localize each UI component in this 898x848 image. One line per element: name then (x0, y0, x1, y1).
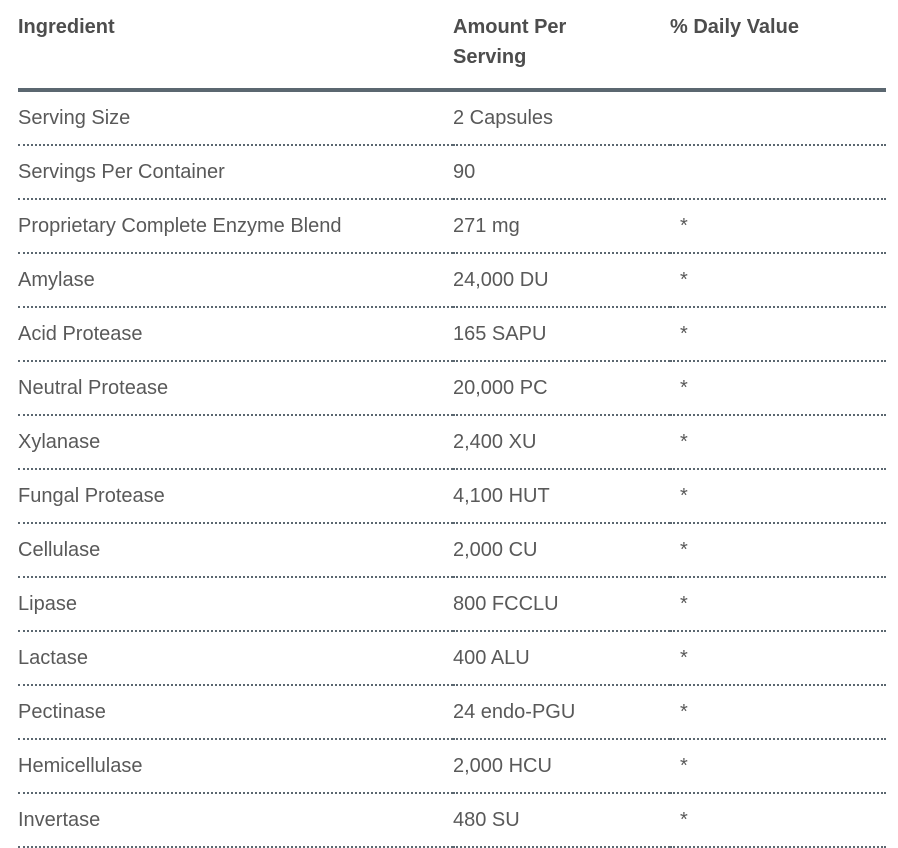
daily-value-cell: * (670, 523, 886, 578)
table-row: Xylanase 2,400 XU * (18, 415, 886, 470)
ingredient-cell: Hemicellulase (18, 739, 453, 794)
table-row: Neutral Protease 20,000 PC * (18, 361, 886, 416)
column-header-ingredient-label: Ingredient (18, 16, 115, 38)
amount-cell: 800 FCCLU (453, 577, 670, 632)
table-row: Invertase 480 SU * (18, 793, 886, 848)
amount-cell: 4,100 HUT (453, 469, 670, 524)
table-row: Servings Per Container 90 (18, 145, 886, 200)
ingredient-cell: Servings Per Container (18, 145, 453, 200)
daily-value-cell: * (670, 469, 886, 524)
ingredient-cell: Cellulase (18, 523, 453, 578)
ingredient-cell: Fungal Protease (18, 469, 453, 524)
daily-value-cell: * (670, 577, 886, 632)
table-row: Lipase 800 FCCLU * (18, 577, 886, 632)
daily-value-cell: * (670, 793, 886, 848)
column-header-daily-value-label: % Daily Value (670, 16, 799, 38)
amount-cell: 2,000 HCU (453, 739, 670, 794)
amount-cell: 24,000 DU (453, 253, 670, 308)
table-row: Hemicellulase 2,000 HCU * (18, 739, 886, 794)
column-header-ingredient: Ingredient (18, 0, 453, 92)
table-row: Amylase 24,000 DU * (18, 253, 886, 308)
ingredient-cell: Amylase (18, 253, 453, 308)
ingredient-cell: Serving Size (18, 90, 453, 146)
daily-value-cell: * (670, 631, 886, 686)
ingredient-cell: Xylanase (18, 415, 453, 470)
ingredient-cell: Lipase (18, 577, 453, 632)
amount-cell: 24 endo-PGU (453, 685, 670, 740)
table-row: Acid Protease 165 SAPU * (18, 307, 886, 362)
ingredient-cell: Pectinase (18, 685, 453, 740)
table-body: Serving Size 2 Capsules Servings Per Con… (18, 90, 886, 848)
table-row: Cellulase 2,000 CU * (18, 523, 886, 578)
supplement-facts-table: Ingredient Amount Per Serving % Daily Va… (18, 0, 886, 848)
daily-value-cell: * (670, 253, 886, 308)
amount-cell: 2,400 XU (453, 415, 670, 470)
amount-cell: 20,000 PC (453, 361, 670, 416)
column-header-amount-per-serving: Amount Per Serving (453, 0, 670, 92)
ingredient-cell: Proprietary Complete Enzyme Blend (18, 199, 453, 254)
table-row: Pectinase 24 endo-PGU * (18, 685, 886, 740)
table-header: Ingredient Amount Per Serving % Daily Va… (18, 0, 886, 92)
ingredient-cell: Neutral Protease (18, 361, 453, 416)
daily-value-cell: * (670, 199, 886, 254)
column-header-amount-per-serving-label: Amount Per Serving (453, 16, 567, 68)
table-row: Serving Size 2 Capsules (18, 90, 886, 146)
daily-value-cell: * (670, 685, 886, 740)
amount-cell: 2 Capsules (453, 90, 670, 146)
table-row: Proprietary Complete Enzyme Blend 271 mg… (18, 199, 886, 254)
daily-value-cell: * (670, 739, 886, 794)
ingredient-cell: Invertase (18, 793, 453, 848)
header-row: Ingredient Amount Per Serving % Daily Va… (18, 0, 886, 92)
table-row: Lactase 400 ALU * (18, 631, 886, 686)
daily-value-cell (670, 90, 886, 146)
amount-cell: 90 (453, 145, 670, 200)
amount-cell: 271 mg (453, 199, 670, 254)
amount-cell: 165 SAPU (453, 307, 670, 362)
daily-value-cell: * (670, 415, 886, 470)
amount-cell: 480 SU (453, 793, 670, 848)
daily-value-cell: * (670, 307, 886, 362)
ingredient-cell: Acid Protease (18, 307, 453, 362)
ingredient-cell: Lactase (18, 631, 453, 686)
amount-cell: 400 ALU (453, 631, 670, 686)
table-row: Fungal Protease 4,100 HUT * (18, 469, 886, 524)
column-header-daily-value: % Daily Value (670, 0, 886, 92)
daily-value-cell (670, 145, 886, 200)
amount-cell: 2,000 CU (453, 523, 670, 578)
daily-value-cell: * (670, 361, 886, 416)
